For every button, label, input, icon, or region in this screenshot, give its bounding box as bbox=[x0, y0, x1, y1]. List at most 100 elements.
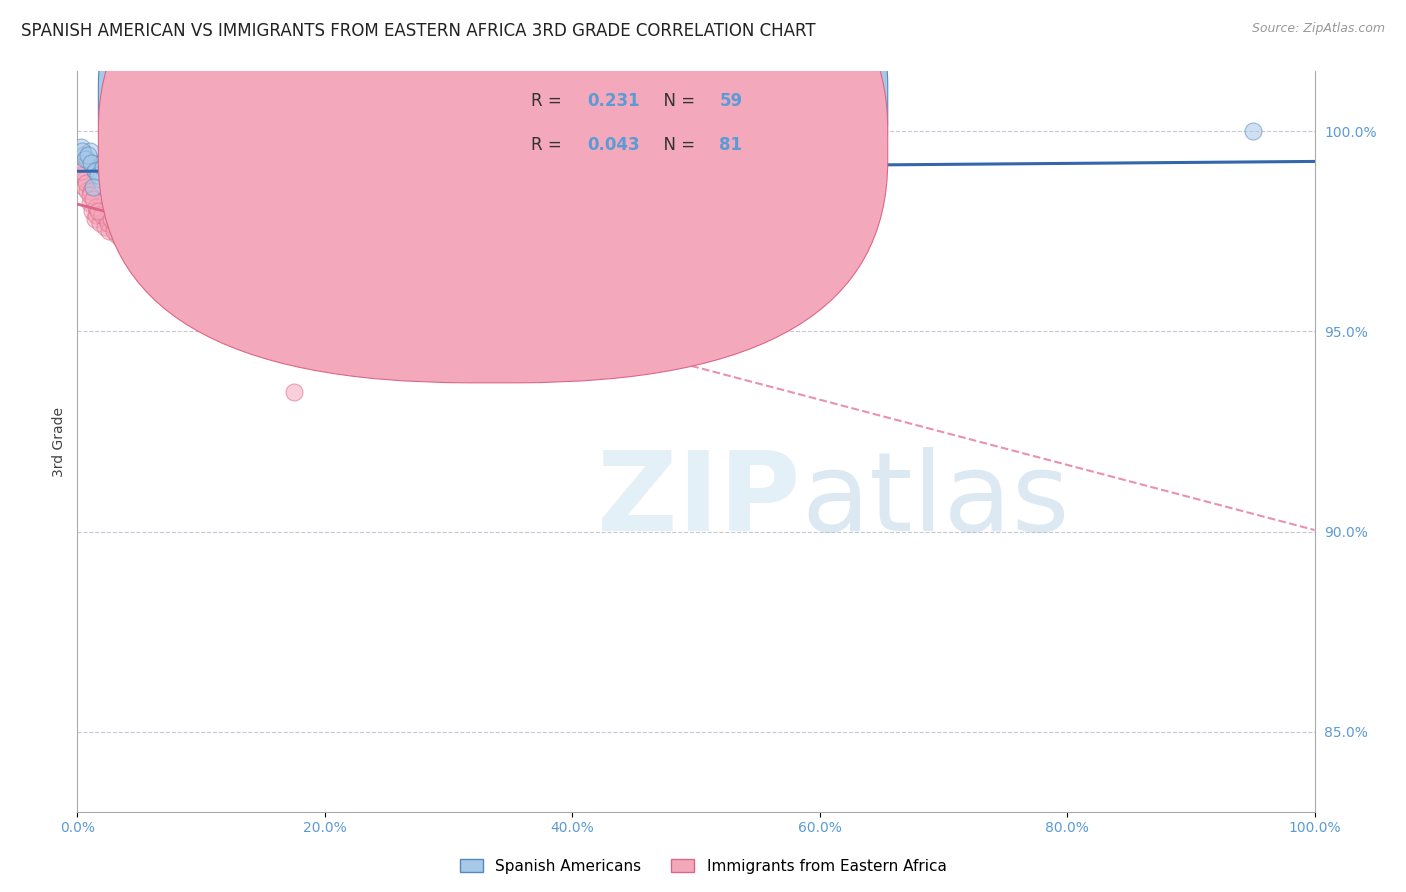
Point bbox=[101, 212, 124, 227]
Point bbox=[134, 264, 156, 278]
Point bbox=[121, 220, 143, 235]
Point bbox=[75, 177, 97, 191]
Point bbox=[215, 212, 238, 227]
Point bbox=[146, 220, 169, 235]
Point bbox=[264, 220, 287, 235]
Point bbox=[159, 172, 181, 186]
Point bbox=[80, 156, 103, 170]
Point bbox=[375, 293, 398, 307]
Point bbox=[84, 201, 107, 215]
Point bbox=[363, 164, 385, 178]
Point bbox=[277, 161, 299, 175]
Point bbox=[70, 140, 93, 154]
Point bbox=[89, 216, 111, 230]
Point bbox=[103, 220, 125, 235]
Point bbox=[190, 216, 212, 230]
Point bbox=[288, 172, 311, 186]
Point bbox=[69, 156, 91, 170]
Point bbox=[122, 252, 145, 267]
Point bbox=[82, 193, 104, 207]
Point bbox=[77, 148, 100, 162]
FancyBboxPatch shape bbox=[454, 78, 789, 178]
Point bbox=[112, 172, 135, 186]
Point bbox=[110, 161, 132, 175]
Point bbox=[125, 216, 148, 230]
Text: R =: R = bbox=[531, 136, 568, 154]
FancyBboxPatch shape bbox=[98, 0, 887, 383]
Text: ZIP: ZIP bbox=[598, 447, 800, 554]
Point bbox=[93, 220, 115, 235]
Point bbox=[401, 304, 423, 318]
Point bbox=[172, 220, 194, 235]
Text: atlas: atlas bbox=[801, 447, 1070, 554]
Text: 0.043: 0.043 bbox=[588, 136, 640, 154]
Point bbox=[115, 224, 138, 238]
Point bbox=[150, 164, 173, 178]
Point bbox=[117, 224, 139, 238]
Point bbox=[314, 212, 336, 227]
Point bbox=[91, 209, 114, 223]
Point bbox=[82, 204, 104, 219]
Point bbox=[115, 164, 138, 178]
Point bbox=[202, 172, 225, 186]
Point bbox=[239, 216, 262, 230]
Point bbox=[150, 220, 173, 235]
Point bbox=[277, 212, 299, 227]
Point bbox=[463, 172, 485, 186]
Point bbox=[91, 204, 114, 219]
Point bbox=[486, 177, 509, 191]
Point bbox=[125, 177, 148, 191]
Point bbox=[115, 220, 138, 235]
Point bbox=[103, 204, 125, 219]
Point bbox=[177, 169, 200, 183]
Point bbox=[146, 252, 169, 267]
Point bbox=[226, 164, 249, 178]
Point bbox=[120, 161, 142, 175]
Point bbox=[110, 204, 132, 219]
Point bbox=[159, 244, 181, 259]
Text: 59: 59 bbox=[720, 92, 742, 111]
Point bbox=[82, 180, 104, 194]
Point bbox=[103, 156, 125, 170]
Point bbox=[177, 212, 200, 227]
Point bbox=[91, 161, 114, 175]
Point bbox=[87, 169, 110, 183]
Point bbox=[94, 209, 117, 223]
Point bbox=[96, 212, 118, 227]
Point bbox=[108, 212, 131, 227]
Point bbox=[72, 169, 94, 183]
Point bbox=[93, 153, 115, 167]
Legend: Spanish Americans, Immigrants from Eastern Africa: Spanish Americans, Immigrants from Easte… bbox=[454, 853, 952, 880]
Point bbox=[132, 212, 155, 227]
Point bbox=[118, 153, 141, 167]
Point bbox=[98, 172, 121, 186]
Point bbox=[101, 177, 124, 191]
Point bbox=[138, 172, 160, 186]
Point bbox=[141, 216, 163, 230]
Point bbox=[190, 161, 212, 175]
Point bbox=[83, 212, 105, 227]
Y-axis label: 3rd Grade: 3rd Grade bbox=[52, 407, 66, 476]
Point bbox=[184, 224, 207, 238]
Point bbox=[73, 153, 96, 167]
Point bbox=[270, 252, 292, 267]
Point bbox=[288, 220, 311, 235]
Point bbox=[165, 216, 187, 230]
Text: 0.231: 0.231 bbox=[588, 92, 640, 111]
Point bbox=[103, 224, 125, 238]
Text: R =: R = bbox=[531, 92, 568, 111]
Point bbox=[288, 236, 311, 251]
Point bbox=[283, 384, 305, 399]
Point bbox=[91, 161, 114, 175]
Text: N =: N = bbox=[652, 136, 700, 154]
Point bbox=[252, 169, 274, 183]
Point bbox=[79, 145, 101, 159]
Point bbox=[83, 164, 105, 178]
Point bbox=[84, 209, 107, 223]
Text: Source: ZipAtlas.com: Source: ZipAtlas.com bbox=[1251, 22, 1385, 36]
Point bbox=[112, 212, 135, 227]
Point bbox=[215, 169, 238, 183]
Point bbox=[118, 212, 141, 227]
Point bbox=[128, 209, 150, 223]
Point bbox=[79, 196, 101, 211]
